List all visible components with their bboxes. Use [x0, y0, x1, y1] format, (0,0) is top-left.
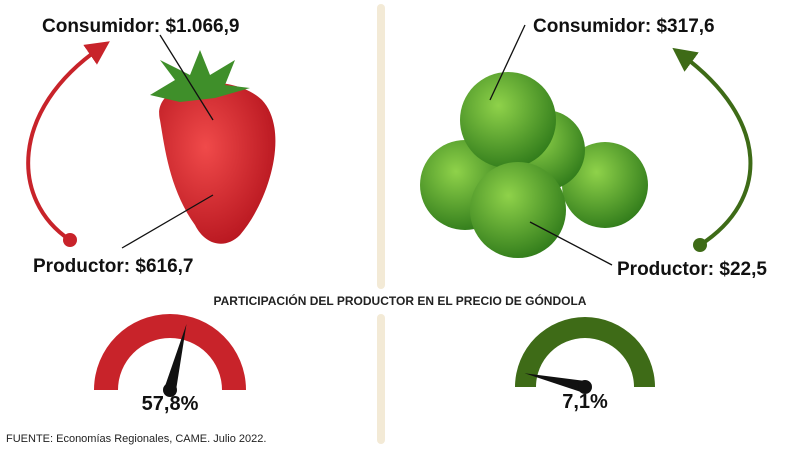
price-arrow	[672, 47, 753, 247]
producer-price: Productor: $616,7	[33, 256, 194, 277]
gauge-arc	[94, 314, 246, 390]
gauge-needle	[164, 324, 187, 392]
producer-price: Productor: $22,5	[617, 259, 767, 280]
gauges: 57,8% 7,1%	[94, 314, 655, 415]
tomatillo-image	[420, 72, 648, 258]
arrow-dot	[63, 233, 77, 247]
consumer-price: Consumidor: $1.066,9	[42, 16, 239, 37]
share-label: 57,8%	[142, 393, 199, 415]
source: FUENTE: Economías Regionales, CAME. Juli…	[6, 433, 266, 445]
strawberry-image	[150, 50, 276, 244]
section-title: PARTICIPACIÓN DEL PRODUCTOR EN EL PRECIO…	[214, 293, 587, 308]
consumer-price: Consumidor: $317,6	[533, 16, 715, 37]
gauge-needle	[524, 373, 587, 393]
gauge-arc	[515, 317, 655, 387]
price-arrow	[26, 41, 110, 242]
needle-hub	[163, 383, 177, 397]
share-label: 7,1%	[562, 391, 608, 413]
needle-hub	[578, 380, 592, 394]
arrow-dot	[693, 238, 707, 252]
leader-lines	[121, 24, 613, 266]
